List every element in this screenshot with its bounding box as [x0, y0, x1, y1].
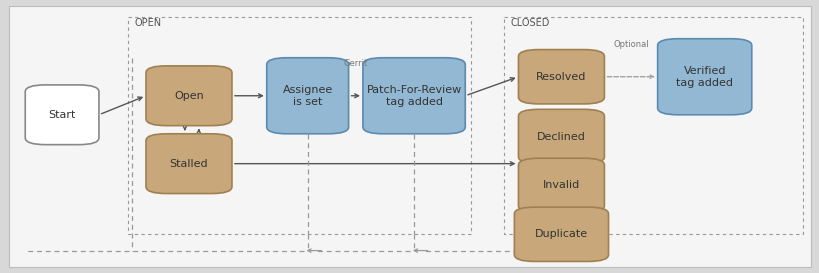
- FancyBboxPatch shape: [146, 134, 232, 194]
- FancyBboxPatch shape: [9, 6, 810, 267]
- Text: CLOSED: CLOSED: [510, 18, 550, 28]
- FancyBboxPatch shape: [518, 50, 604, 104]
- Text: Gerrit: Gerrit: [343, 59, 368, 68]
- Text: Optional: Optional: [613, 40, 648, 49]
- FancyBboxPatch shape: [518, 109, 604, 164]
- Text: Resolved: Resolved: [536, 72, 586, 82]
- Text: Declined: Declined: [536, 132, 585, 141]
- FancyBboxPatch shape: [266, 58, 348, 134]
- FancyBboxPatch shape: [518, 158, 604, 213]
- FancyBboxPatch shape: [657, 39, 751, 115]
- FancyBboxPatch shape: [514, 207, 608, 262]
- Bar: [128, 17, 471, 234]
- Text: Invalid: Invalid: [542, 180, 579, 190]
- FancyBboxPatch shape: [363, 58, 464, 134]
- Text: Verified
tag added: Verified tag added: [676, 66, 732, 88]
- Text: Start: Start: [48, 110, 75, 120]
- Text: Assignee
is set: Assignee is set: [283, 85, 333, 106]
- Text: Stalled: Stalled: [170, 159, 208, 169]
- Text: OPEN: OPEN: [134, 18, 161, 28]
- Text: Patch-For-Review
tag added: Patch-For-Review tag added: [366, 85, 461, 106]
- FancyBboxPatch shape: [146, 66, 232, 126]
- FancyBboxPatch shape: [25, 85, 99, 145]
- Text: Duplicate: Duplicate: [534, 229, 587, 239]
- Bar: [504, 17, 802, 234]
- Text: Open: Open: [174, 91, 204, 101]
